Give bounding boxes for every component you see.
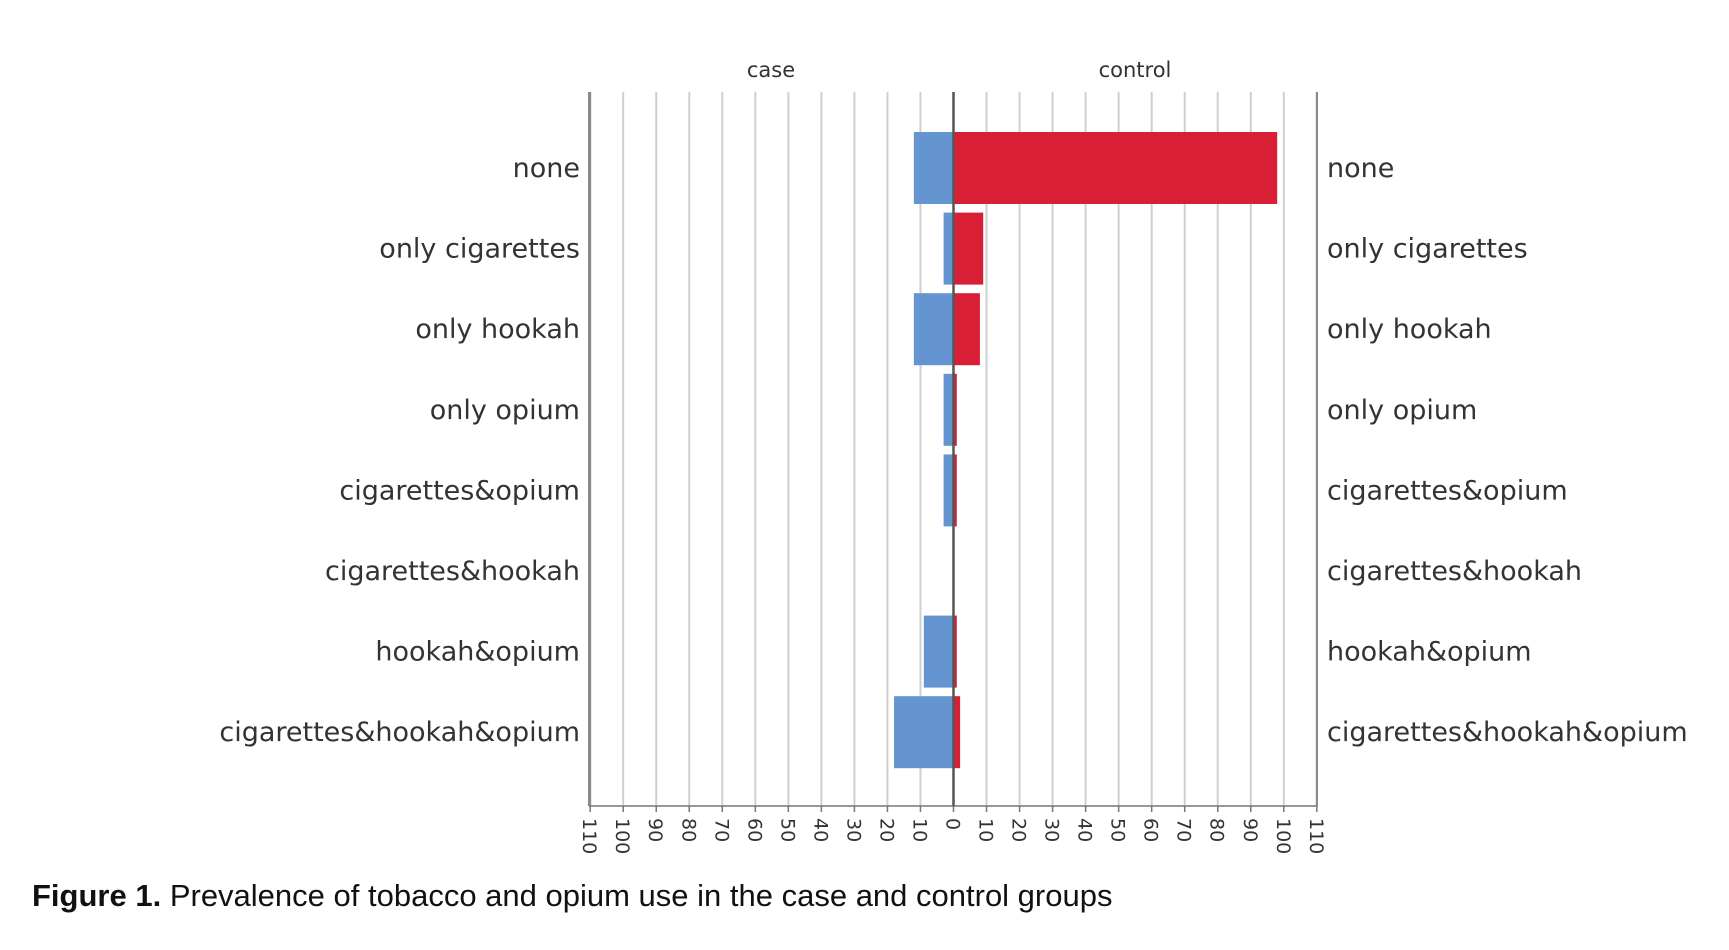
x-tick-label: 70 [710, 818, 732, 842]
bar-case [913, 132, 954, 204]
caption-label: Figure 1. [32, 878, 162, 913]
category-label-left: hookah&opium [375, 637, 580, 668]
category-label-right: cigarettes&hookah&opium [1327, 717, 1688, 748]
bar-case [943, 454, 954, 527]
x-tick-label: 70 [1173, 818, 1195, 842]
x-tick-label: 10 [908, 818, 930, 842]
category-label-right: cigarettes&opium [1327, 475, 1568, 506]
x-tick-label: 30 [1041, 818, 1063, 842]
bar-control [953, 615, 957, 688]
labels: 110 100 90 80 70 60 50 40 30 20 10 0 10 20 30 40 50 60 70 8… [219, 58, 1687, 854]
x-tick-label: 40 [809, 818, 831, 842]
x-tick-label: 50 [776, 818, 798, 842]
x-tick-label: 20 [875, 818, 897, 842]
category-label-right: none [1327, 153, 1394, 184]
x-tick-label: 30 [842, 818, 864, 842]
panel-header-control: control [1099, 58, 1172, 82]
category-label-right: cigarettes&hookah [1327, 556, 1582, 587]
category-label-left: cigarettes&opium [339, 475, 580, 506]
x-tick-label: 80 [677, 818, 699, 842]
x-tick-label: 110 [578, 818, 600, 854]
bar-case [943, 212, 954, 285]
category-label-left: none [513, 153, 580, 184]
x-tick-label: 90 [1239, 818, 1261, 842]
bars [894, 132, 1278, 769]
x-tick-label: 20 [1008, 818, 1030, 842]
figure-caption: Figure 1. Prevalence of tobacco and opiu… [32, 878, 1112, 914]
category-label-right: hookah&opium [1327, 637, 1532, 668]
x-tick-label: 60 [743, 818, 765, 842]
bar-control [953, 132, 1278, 204]
bar-case [943, 373, 954, 446]
x-tick-label: 10 [975, 818, 997, 842]
x-tick-label: 50 [1107, 818, 1129, 842]
bar-case [923, 615, 954, 688]
x-tick-label: 60 [1140, 818, 1162, 842]
category-label-left: cigarettes&hookah [325, 556, 580, 587]
category-label-left: cigarettes&hookah&opium [219, 717, 580, 748]
category-label-left: only cigarettes [379, 234, 580, 265]
bar-case [913, 293, 954, 366]
caption-text: Prevalence of tobacco and opium use in t… [161, 878, 1113, 913]
x-tick-label: 100 [611, 818, 633, 854]
axis-frame [588, 92, 1318, 812]
bar-case [894, 696, 954, 769]
category-label-left: only hookah [415, 314, 580, 345]
x-tick-label: 90 [644, 818, 666, 842]
x-tick-label: 110 [1305, 818, 1327, 854]
bar-control [953, 696, 961, 769]
category-label-left: only opium [430, 395, 580, 426]
x-tick-label: 0 [942, 818, 964, 830]
bar-control [953, 373, 957, 446]
bar-control [953, 454, 957, 527]
category-label-right: only cigarettes [1327, 234, 1528, 265]
category-label-right: only opium [1327, 395, 1477, 426]
panel-header-case: case [747, 58, 795, 82]
bar-control [953, 293, 980, 366]
bar-control [953, 212, 984, 285]
x-tick-label: 40 [1074, 818, 1096, 842]
category-label-right: only hookah [1327, 314, 1492, 345]
x-tick-label: 80 [1206, 818, 1228, 842]
x-tick-label: 100 [1272, 818, 1294, 854]
